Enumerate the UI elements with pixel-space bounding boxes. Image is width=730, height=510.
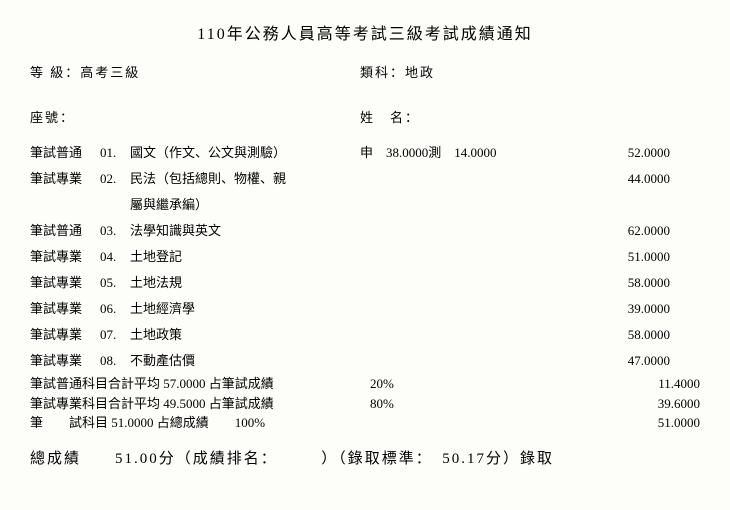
info-row-seat: 座號： 姓 名： <box>30 107 700 126</box>
category-label: 類科： <box>360 65 405 80</box>
name-label: 姓 名： <box>360 110 420 125</box>
subject-category: 筆試普通 <box>30 218 100 244</box>
final-result: 總成績 51.00分（成績排名： ）（錄取標準： 50.17分）錄取 <box>30 447 700 468</box>
subject-name: 不動產估價 <box>130 348 360 374</box>
subject-row: 筆試專業08.不動產估價 47.0000 <box>30 348 700 374</box>
subject-score: 51.0000 <box>590 244 670 270</box>
summary-score: 11.4000 <box>430 374 700 394</box>
summary-percent <box>370 413 430 433</box>
subject-name: 土地經濟學 <box>130 296 360 322</box>
subject-row: 筆試普通01.國文（作文、公文與測驗）申 38.0000測 14.000052.… <box>30 140 700 166</box>
summary-row: 筆試專業科目合計平均 49.5000 占筆試成績80%39.6000 <box>30 394 700 414</box>
subject-name: 土地法規 <box>130 270 360 296</box>
summary-text: 筆試普通科目合計平均 57.0000 占筆試成績 <box>30 374 370 394</box>
subject-category: 筆試專業 <box>30 244 100 270</box>
subject-category: 筆試專業 <box>30 166 100 192</box>
subject-name: 屬與繼承編） <box>130 192 360 218</box>
subject-number: 05. <box>100 270 130 296</box>
subject-detail <box>360 270 590 296</box>
grade-label: 等 級： <box>30 65 80 80</box>
subject-row: 筆試普通03.法學知識與英文 62.0000 <box>30 218 700 244</box>
subject-detail <box>360 348 590 374</box>
info-row-grade: 等 級：高考三級 類科：地政 <box>30 62 700 81</box>
subject-category: 筆試普通 <box>30 140 100 166</box>
subject-number: 01. <box>100 140 130 166</box>
summary-list: 筆試普通科目合計平均 57.0000 占筆試成績20%11.4000筆試專業科目… <box>30 374 700 433</box>
subject-category <box>30 192 100 218</box>
subject-number: 06. <box>100 296 130 322</box>
subject-number <box>100 192 130 218</box>
subject-name: 國文（作文、公文與測驗） <box>130 140 360 166</box>
subject-score: 39.0000 <box>590 296 670 322</box>
summary-percent: 80% <box>370 394 430 414</box>
summary-text: 筆 試科目 51.0000 占總成績 100% <box>30 413 370 433</box>
subject-name: 土地政策 <box>130 322 360 348</box>
summary-score: 51.0000 <box>430 413 700 433</box>
subject-number: 08. <box>100 348 130 374</box>
subject-detail <box>360 166 590 192</box>
subject-number: 07. <box>100 322 130 348</box>
subject-row: 筆試專業06.土地經濟學 39.0000 <box>30 296 700 322</box>
subject-name: 土地登記 <box>130 244 360 270</box>
subject-score: 52.0000 <box>590 140 670 166</box>
subject-number: 02. <box>100 166 130 192</box>
subject-detail <box>360 296 590 322</box>
subject-row: 屬與繼承編） <box>30 192 700 218</box>
subject-name: 民法（包括總則、物權、親 <box>130 166 360 192</box>
subject-row: 筆試專業07.土地政策 58.0000 <box>30 322 700 348</box>
page-title: 110年公務人員高等考試三級考試成績通知 <box>30 20 700 44</box>
summary-row: 筆試普通科目合計平均 57.0000 占筆試成績20%11.4000 <box>30 374 700 394</box>
subject-row: 筆試專業02.民法（包括總則、物權、親 44.0000 <box>30 166 700 192</box>
grade-value: 高考三級 <box>80 65 140 80</box>
subject-category: 筆試專業 <box>30 348 100 374</box>
subject-score: 47.0000 <box>590 348 670 374</box>
subject-category: 筆試專業 <box>30 296 100 322</box>
category-value: 地政 <box>405 65 435 80</box>
subject-detail <box>360 192 590 218</box>
subject-score: 58.0000 <box>590 270 670 296</box>
subject-detail: 申 38.0000測 14.0000 <box>360 140 590 166</box>
subject-name: 法學知識與英文 <box>130 218 360 244</box>
subject-detail <box>360 244 590 270</box>
summary-score: 39.6000 <box>430 394 700 414</box>
subjects-list: 筆試普通01.國文（作文、公文與測驗）申 38.0000測 14.000052.… <box>30 140 700 374</box>
subject-category: 筆試專業 <box>30 270 100 296</box>
seat-label: 座號： <box>30 110 75 125</box>
subject-category: 筆試專業 <box>30 322 100 348</box>
summary-text: 筆試專業科目合計平均 49.5000 占筆試成績 <box>30 394 370 414</box>
summary-row: 筆 試科目 51.0000 占總成績 100% 51.0000 <box>30 413 700 433</box>
subject-score: 62.0000 <box>590 218 670 244</box>
subject-detail <box>360 218 590 244</box>
subject-detail <box>360 322 590 348</box>
subject-row: 筆試專業04.土地登記 51.0000 <box>30 244 700 270</box>
subject-row: 筆試專業05.土地法規 58.0000 <box>30 270 700 296</box>
subject-score <box>590 192 670 218</box>
subject-score: 58.0000 <box>590 322 670 348</box>
subject-number: 03. <box>100 218 130 244</box>
subject-number: 04. <box>100 244 130 270</box>
subject-score: 44.0000 <box>590 166 670 192</box>
summary-percent: 20% <box>370 374 430 394</box>
